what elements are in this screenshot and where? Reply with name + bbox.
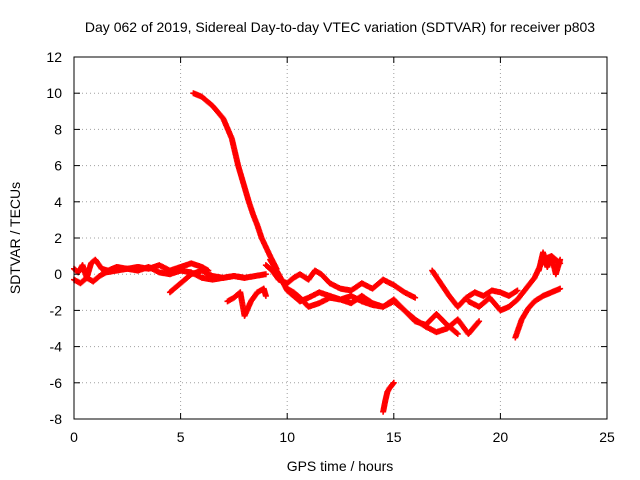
x-tick-label-3: 15: [386, 429, 402, 445]
series-arc-3: [166, 267, 269, 296]
axis-ticks: 0 5 10 15 20 25 -8 -6 -4 -2 0 2 4 6 8 10 12: [46, 49, 615, 445]
series-arc-9: [380, 379, 397, 415]
data-point: [262, 292, 269, 299]
data-point: [476, 318, 483, 325]
x-tick-label-5: 25: [599, 429, 615, 445]
chart-title: Day 062 of 2019, Sidereal Day-to-day VTE…: [85, 19, 595, 35]
y-axis-label: SDTVAR / TECUs: [7, 182, 23, 294]
data-point: [262, 271, 269, 278]
y-tick-label-4: 0: [54, 266, 62, 282]
y-tick-label-2: -4: [50, 339, 63, 355]
y-tick-label-9: 10: [46, 85, 62, 101]
series-arc-13: [535, 249, 564, 278]
y-tick-label-3: -2: [50, 302, 63, 318]
data-point: [557, 256, 564, 263]
series-arc-12: [512, 285, 564, 341]
series-arc-4: [190, 90, 280, 272]
x-tick-label-0: 0: [70, 429, 78, 445]
data-point: [475, 319, 482, 326]
plot-frame: [73, 56, 608, 420]
x-tick-label-4: 20: [493, 429, 509, 445]
y-tick-label-6: 4: [54, 194, 62, 210]
x-axis-label: GPS time / hours: [287, 458, 394, 474]
data-point: [454, 330, 461, 337]
data-point: [557, 285, 564, 292]
x-tick-label-2: 10: [279, 429, 295, 445]
x-tick-label-1: 5: [177, 429, 185, 445]
data-point: [390, 379, 397, 386]
data-point: [453, 330, 460, 337]
series-arc-8: [284, 285, 483, 337]
data-point: [514, 287, 521, 294]
y-tick-label-10: 12: [46, 49, 62, 65]
y-tick-label-8: 8: [54, 121, 62, 137]
grid: [74, 57, 607, 419]
series-arc-6: [262, 262, 419, 301]
series-arc-5: [224, 285, 269, 319]
y-tick-label-5: 2: [54, 230, 62, 246]
data-point: [412, 294, 419, 301]
data-point: [389, 380, 396, 387]
y-tick-label-1: -6: [50, 375, 63, 391]
series-arc-10: [429, 267, 521, 310]
data-points: [71, 90, 564, 415]
y-tick-label-7: 6: [54, 158, 62, 174]
y-tick-label-0: -8: [50, 411, 63, 427]
